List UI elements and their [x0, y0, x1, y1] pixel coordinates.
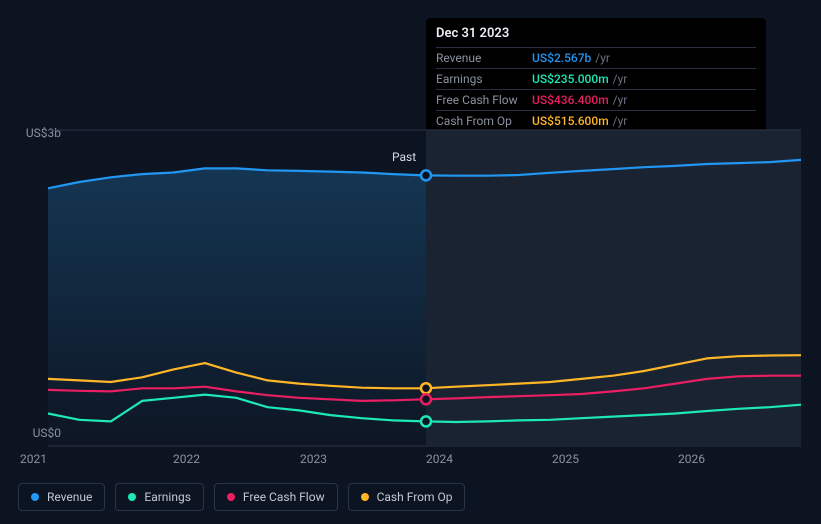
- legend-item[interactable]: Earnings: [115, 483, 204, 511]
- legend-dot-icon: [31, 493, 39, 501]
- legend-dot-icon: [227, 493, 235, 501]
- legend-item[interactable]: Free Cash Flow: [214, 483, 338, 511]
- legend-dot-icon: [128, 493, 136, 501]
- tooltip-metric-label: Earnings: [436, 72, 532, 86]
- x-axis-tick: 2025: [552, 452, 579, 466]
- tooltip-metric-value: US$515.600m: [532, 114, 609, 128]
- legend-label: Free Cash Flow: [243, 490, 325, 504]
- tooltip-metric-label: Cash From Op: [436, 114, 532, 128]
- tooltip-row: EarningsUS$235.000m/yr: [436, 68, 756, 89]
- tooltip-metric-value: US$235.000m: [532, 72, 609, 86]
- x-axis-tick: 2022: [173, 452, 200, 466]
- legend-label: Revenue: [47, 490, 92, 504]
- tooltip-metric-label: Revenue: [436, 51, 532, 65]
- chart-svg: [48, 130, 801, 445]
- tooltip-metric-unit: /yr: [613, 93, 628, 107]
- legend-label: Cash From Op: [377, 490, 453, 504]
- tooltip-row: Cash From OpUS$515.600m/yr: [436, 110, 756, 131]
- tooltip-metric-label: Free Cash Flow: [436, 93, 532, 107]
- tooltip-metric-unit: /yr: [613, 114, 628, 128]
- chart-area[interactable]: [48, 130, 801, 445]
- tooltip-metric-value: US$436.400m: [532, 93, 609, 107]
- legend: Revenue Earnings Free Cash Flow Cash From O…: [18, 483, 465, 511]
- tooltip-date: Dec 31 2023: [436, 26, 756, 47]
- legend-dot-icon: [361, 493, 369, 501]
- tooltip-metric-unit: /yr: [595, 51, 610, 65]
- legend-item[interactable]: Revenue: [18, 483, 105, 511]
- chart-tooltip: Dec 31 2023 RevenueUS$2.567b/yrEarningsU…: [426, 18, 766, 139]
- tooltip-row: Free Cash FlowUS$436.400m/yr: [436, 89, 756, 110]
- tooltip-metric-value: US$2.567b: [532, 51, 591, 65]
- x-axis-tick: 2024: [426, 452, 453, 466]
- tooltip-metric-unit: /yr: [613, 72, 628, 86]
- x-axis-tick: 2026: [678, 452, 705, 466]
- legend-item[interactable]: Cash From Op: [348, 483, 466, 511]
- x-axis-tick: 2021: [20, 452, 47, 466]
- x-axis-tick: 2023: [300, 452, 327, 466]
- tooltip-row: RevenueUS$2.567b/yr: [436, 47, 756, 68]
- legend-label: Earnings: [144, 490, 191, 504]
